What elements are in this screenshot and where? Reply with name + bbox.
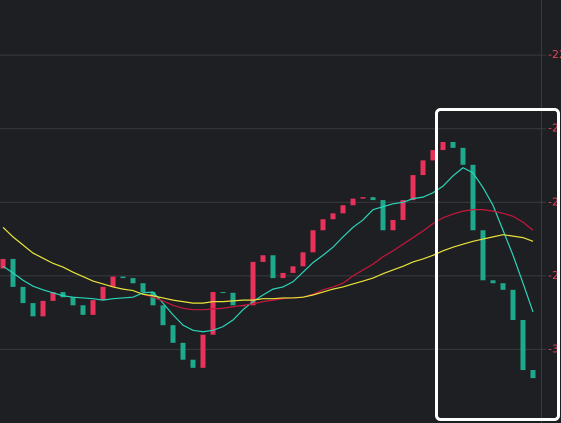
candle (150, 292, 156, 306)
candle (210, 292, 216, 335)
candle (260, 255, 266, 262)
candle (450, 141, 456, 148)
candle (380, 200, 386, 231)
candle (300, 252, 306, 267)
candle (280, 272, 286, 279)
candle (290, 266, 296, 273)
candle (20, 286, 26, 304)
moving-average-line (142, 209, 534, 311)
candle (490, 280, 496, 284)
candle (420, 160, 426, 176)
moving-average-line (2, 167, 534, 333)
candle (310, 230, 316, 253)
candle (350, 198, 356, 206)
candle (320, 219, 326, 231)
candle (330, 213, 336, 220)
candle (90, 300, 96, 315)
candle (270, 255, 276, 279)
candle (180, 342, 186, 360)
candle (130, 278, 136, 284)
candle (520, 320, 526, 371)
candle (390, 219, 396, 231)
candle (480, 230, 486, 281)
candle (470, 164, 476, 231)
y-tick-label: -2 (548, 195, 559, 208)
y-tick-label: -22 (548, 48, 561, 61)
moving-average-line (2, 226, 534, 304)
candle (250, 261, 256, 306)
candle (60, 292, 66, 298)
candle (230, 292, 236, 306)
candle (400, 200, 406, 220)
candle (30, 303, 36, 317)
candle (500, 283, 506, 290)
candle (430, 150, 436, 161)
candle (110, 276, 116, 287)
candle (220, 292, 226, 294)
y-tick-label: -3 (548, 342, 559, 355)
candle (460, 147, 466, 165)
highlight-box (435, 108, 560, 421)
candle (0, 258, 6, 269)
candle (200, 334, 206, 368)
y-tick-label: -2 (548, 269, 559, 282)
candle (440, 141, 446, 151)
candle (40, 300, 46, 317)
candle (170, 325, 176, 343)
candle (530, 370, 536, 379)
candle (50, 292, 56, 301)
candle (360, 197, 366, 199)
candle (70, 297, 76, 306)
candle (510, 289, 516, 321)
candle (410, 175, 416, 201)
candle (190, 359, 196, 368)
candle (340, 205, 346, 214)
candle (370, 197, 376, 201)
candle (160, 305, 166, 326)
y-tick-label: -2 (548, 122, 559, 135)
candle (120, 276, 126, 279)
candle (100, 286, 106, 301)
candle (140, 283, 146, 293)
candle (80, 305, 86, 315)
